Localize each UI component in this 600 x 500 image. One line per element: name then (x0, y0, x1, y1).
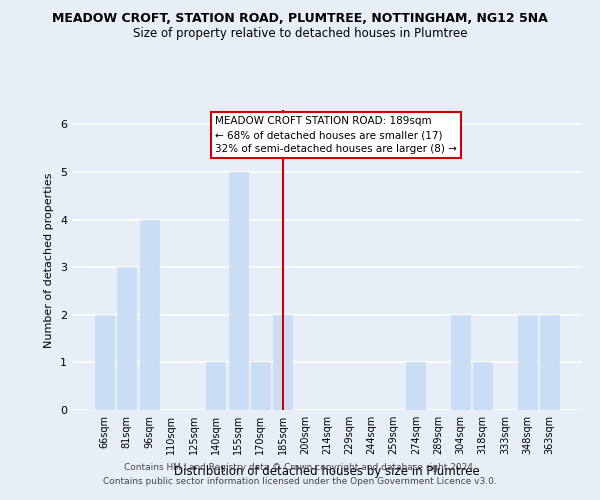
Bar (251, 362, 270, 410)
Text: MEADOW CROFT, STATION ROAD, PLUMTREE, NOTTINGHAM, NG12 5NA: MEADOW CROFT, STATION ROAD, PLUMTREE, NO… (52, 12, 548, 26)
Y-axis label: Number of detached properties: Number of detached properties (44, 172, 55, 348)
Bar (406, 362, 425, 410)
Bar (140, 220, 158, 410)
Bar (229, 172, 248, 410)
Bar (118, 267, 136, 410)
Text: Contains public sector information licensed under the Open Government Licence v3: Contains public sector information licen… (103, 477, 497, 486)
Bar (273, 315, 292, 410)
Bar (95, 315, 114, 410)
Bar (451, 315, 470, 410)
Text: MEADOW CROFT STATION ROAD: 189sqm
← 68% of detached houses are smaller (17)
32% : MEADOW CROFT STATION ROAD: 189sqm ← 68% … (215, 116, 457, 154)
X-axis label: Distribution of detached houses by size in Plumtree: Distribution of detached houses by size … (174, 466, 480, 478)
Bar (540, 315, 559, 410)
Bar (206, 362, 225, 410)
Bar (518, 315, 536, 410)
Text: Size of property relative to detached houses in Plumtree: Size of property relative to detached ho… (133, 28, 467, 40)
Bar (473, 362, 492, 410)
Text: Contains HM Land Registry data © Crown copyright and database right 2024.: Contains HM Land Registry data © Crown c… (124, 464, 476, 472)
